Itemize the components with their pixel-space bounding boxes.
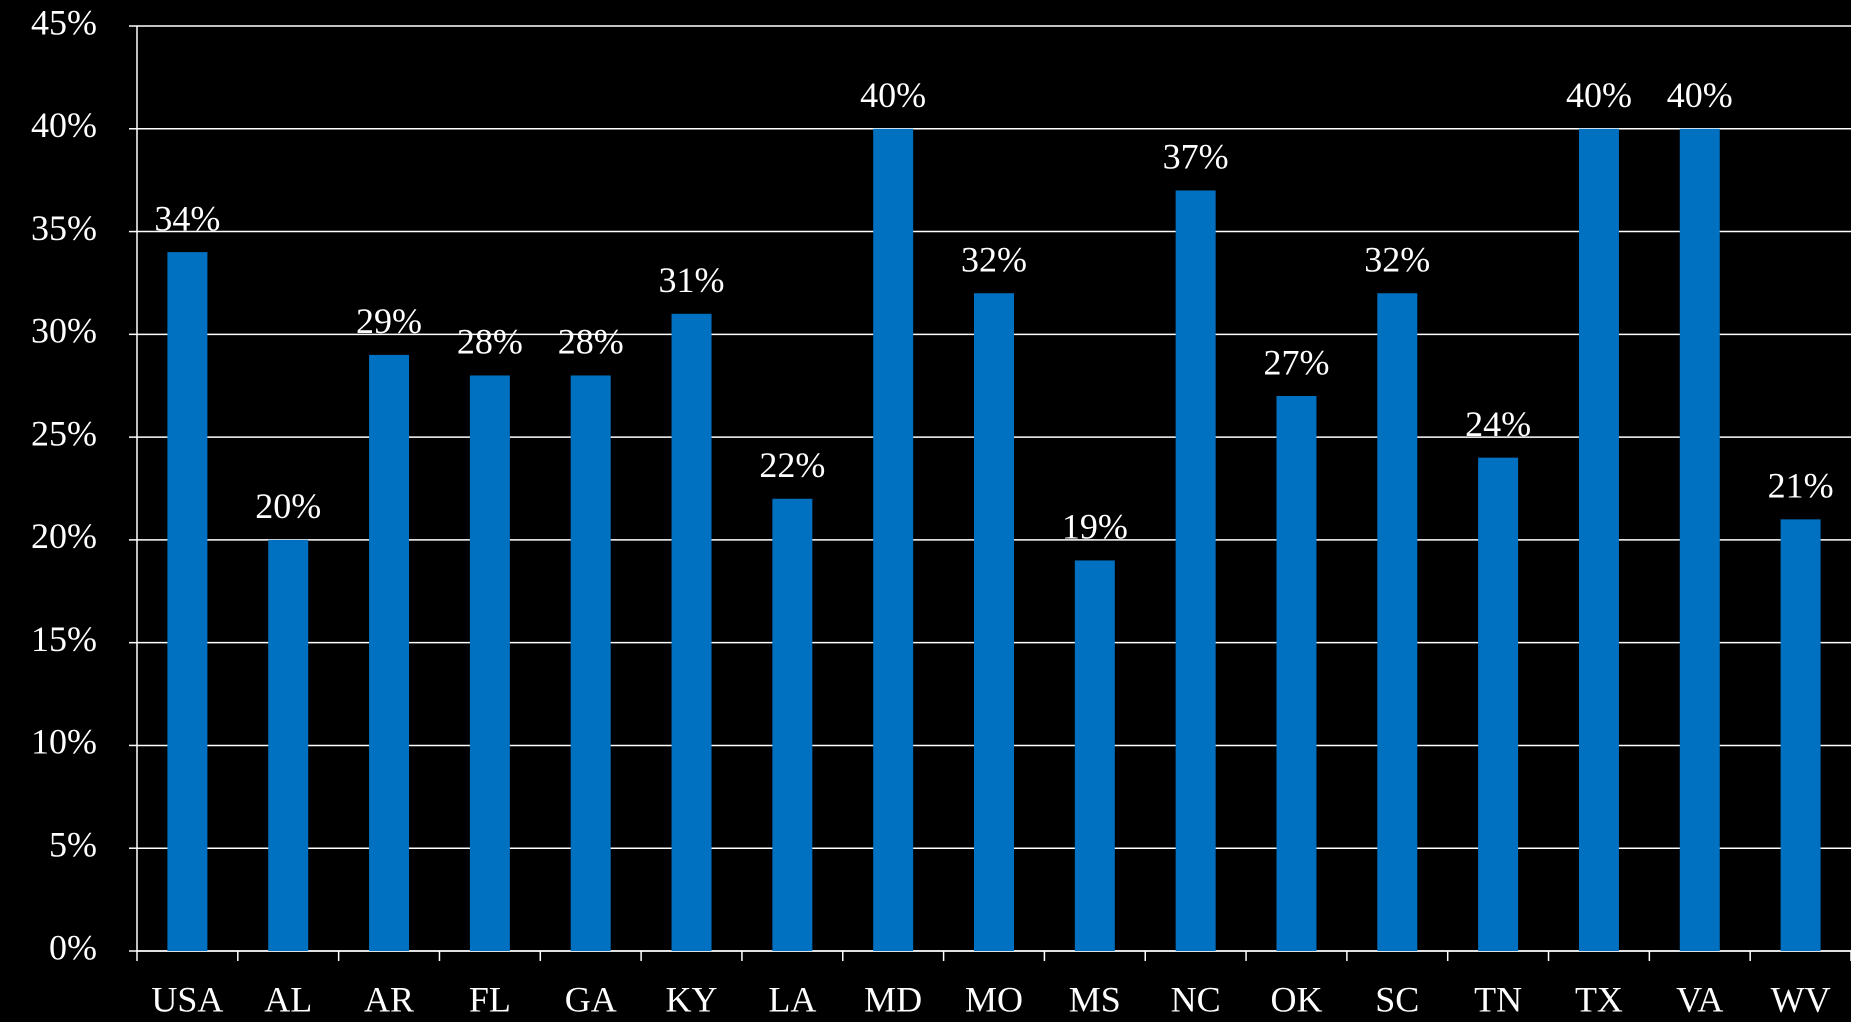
bar <box>1478 457 1519 951</box>
data-label: 32% <box>961 239 1027 279</box>
x-tick-label: AR <box>364 979 414 1019</box>
bar <box>1679 128 1720 951</box>
x-tick-label: GA <box>565 979 617 1019</box>
data-label: 31% <box>659 260 725 300</box>
y-tick-label: 40% <box>31 105 97 145</box>
data-label: 40% <box>1667 75 1733 115</box>
bar <box>469 375 510 951</box>
x-tick-label: LA <box>768 979 816 1019</box>
data-label: 28% <box>457 322 523 362</box>
y-tick-label: 5% <box>49 824 97 864</box>
data-label: 21% <box>1768 466 1834 506</box>
bar <box>1377 293 1418 951</box>
x-tick-label: AL <box>264 979 312 1019</box>
bar <box>1780 519 1821 951</box>
x-tick-label: MS <box>1069 979 1121 1019</box>
bar <box>974 293 1014 951</box>
bar <box>369 354 410 951</box>
data-label: 28% <box>558 322 624 362</box>
x-tick-label: TN <box>1474 979 1522 1019</box>
bar <box>570 375 611 951</box>
x-tick-label: SC <box>1375 979 1419 1019</box>
data-label: 22% <box>759 445 825 485</box>
data-label: 20% <box>255 486 321 526</box>
x-tick-label: KY <box>666 979 718 1019</box>
data-label: 40% <box>860 75 926 115</box>
y-tick-label: 15% <box>31 619 97 659</box>
x-tick-label: VA <box>1676 979 1723 1019</box>
bar <box>772 498 813 951</box>
data-label: 27% <box>1263 342 1329 382</box>
y-tick-label: 25% <box>31 413 97 453</box>
data-label: 24% <box>1465 404 1531 444</box>
y-tick-label: 10% <box>31 722 97 762</box>
x-tick-label: WV <box>1771 979 1831 1019</box>
x-tick-label: NC <box>1171 979 1221 1019</box>
bar <box>1578 128 1619 951</box>
data-label: 34% <box>154 198 220 238</box>
y-tick-label: 20% <box>31 516 97 556</box>
bar <box>873 128 914 951</box>
y-tick-label: 35% <box>31 208 97 248</box>
x-tick-label: OK <box>1270 979 1322 1019</box>
data-label: 19% <box>1062 507 1128 547</box>
x-tick-label: FL <box>469 979 511 1019</box>
y-tick-label: 45% <box>31 2 97 42</box>
bar <box>671 313 712 951</box>
y-tick-label: 0% <box>49 927 97 967</box>
bar <box>1074 560 1115 951</box>
y-tick-label: 30% <box>31 311 97 351</box>
x-tick-label: TX <box>1575 979 1623 1019</box>
data-label: 29% <box>356 301 422 341</box>
x-tick-label: MO <box>965 979 1023 1019</box>
bar <box>1175 190 1216 951</box>
data-label: 32% <box>1364 239 1430 279</box>
bar <box>1276 396 1317 951</box>
x-tick-label: MD <box>864 979 922 1019</box>
x-tick-label: USA <box>151 979 223 1019</box>
bar <box>268 539 309 951</box>
data-label: 40% <box>1566 75 1632 115</box>
data-label: 37% <box>1163 137 1229 177</box>
bar <box>167 252 208 952</box>
